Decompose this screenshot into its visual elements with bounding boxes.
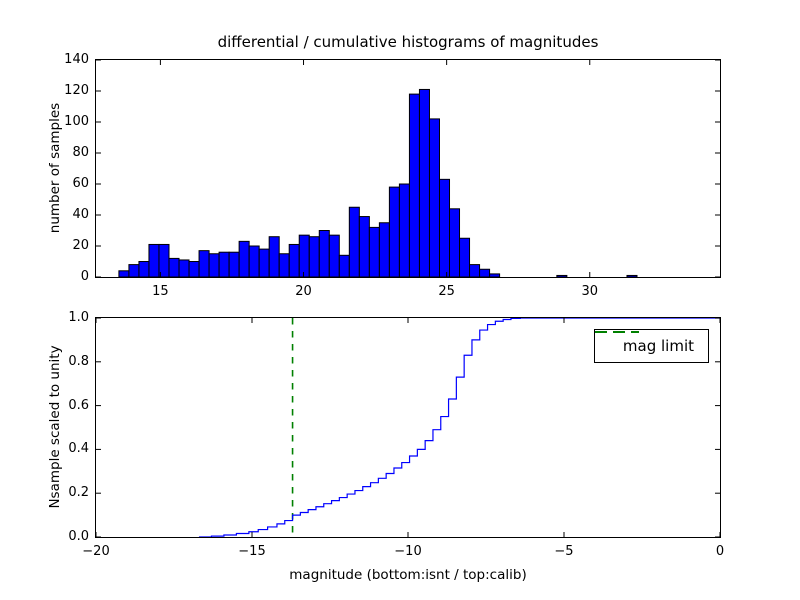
histogram-bar (408, 93, 420, 277)
bottom-x-tick-label: −5 (554, 544, 574, 559)
bottom-cumulative-axes: mag limit (95, 317, 721, 538)
histogram-bar (388, 186, 400, 277)
histogram-bar (238, 240, 250, 277)
top-y-tick-label: 40 (72, 207, 89, 222)
cumulative-plot-area (96, 318, 720, 537)
histogram-bar (278, 253, 290, 277)
chart-title: differential / cumulative histograms of … (217, 33, 599, 51)
histogram-bar (118, 270, 130, 277)
histogram-bar (348, 206, 360, 277)
histogram-bar (459, 237, 471, 277)
histogram-bar (198, 250, 210, 277)
histogram-bar (128, 264, 140, 277)
top-y-tick-label: 20 (72, 238, 89, 253)
bottom-y-axis-label: Nsample scaled to unity (47, 345, 63, 509)
histogram-bar (469, 264, 481, 277)
histogram-bar (218, 251, 230, 277)
histogram-bar (188, 261, 200, 277)
histogram-bar (556, 274, 568, 277)
histogram-bar (378, 222, 390, 277)
cumulative-line (198, 318, 720, 537)
histogram-bar (148, 243, 160, 277)
bottom-y-tick-label: 1.0 (68, 310, 89, 325)
bottom-y-tick-label: 0.0 (68, 529, 89, 544)
top-y-tick-label: 100 (64, 114, 89, 129)
top-y-tick-label: 140 (64, 52, 89, 67)
bottom-x-tick-label: 0 (715, 544, 725, 559)
bottom-x-tick-label: −15 (238, 544, 266, 559)
histogram-bar (288, 243, 300, 277)
histogram-bar (168, 257, 180, 277)
histogram-bar (358, 216, 370, 277)
top-y-tick-label: 60 (72, 176, 89, 191)
histogram-bar (328, 234, 340, 277)
histogram-bar (418, 88, 430, 277)
bottom-x-tick-label: −20 (82, 544, 110, 559)
bottom-y-tick-label: 0.6 (68, 397, 89, 413)
histogram-bar (258, 248, 270, 277)
histogram-bar (228, 251, 240, 277)
histogram-bar (479, 268, 491, 277)
legend-label: mag limit (622, 337, 694, 355)
legend-dashed-line-icon (594, 331, 639, 333)
histogram-bar (398, 183, 410, 277)
legend: mag limit (593, 329, 709, 363)
top-y-tick-label: 120 (64, 83, 89, 98)
histogram-bar (489, 273, 501, 277)
bottom-x-tick-label: −10 (394, 544, 422, 559)
top-y-tick-label: 0 (80, 269, 89, 284)
top-x-tick-label: 20 (295, 284, 312, 299)
top-histogram-axes (95, 59, 721, 278)
histogram-bar (268, 236, 280, 277)
histogram-bar (178, 259, 190, 277)
top-x-tick-label: 25 (438, 284, 455, 299)
histogram-plot-area (96, 60, 720, 277)
histogram-bar (308, 236, 320, 277)
top-x-tick-label: 30 (581, 284, 599, 299)
histogram-bar (338, 254, 350, 277)
histogram-bar (428, 118, 440, 277)
histogram-bar (208, 253, 220, 277)
histogram-bar (626, 274, 638, 277)
bottom-y-tick-label: 0.4 (68, 441, 89, 457)
histogram-bar (298, 234, 310, 277)
histogram-bar (449, 208, 461, 277)
bottom-y-tick-label: 0.8 (68, 353, 89, 369)
bottom-y-tick-label: 0.2 (68, 485, 89, 501)
histogram-bar (318, 230, 330, 277)
x-axis-label: magnitude (bottom:isnt / top:calib) (289, 567, 527, 583)
histogram-bar (368, 226, 380, 277)
top-y-tick-label: 80 (72, 145, 89, 160)
histogram-bar (138, 261, 150, 277)
histogram-bar (248, 245, 260, 277)
top-x-tick-label: 15 (152, 284, 169, 299)
histogram-bar (438, 178, 451, 277)
